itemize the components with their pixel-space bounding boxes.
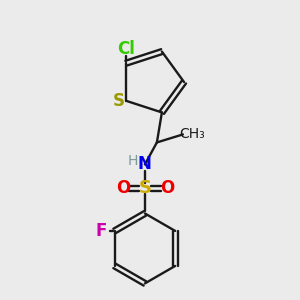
Text: N: N: [138, 155, 152, 173]
Text: S: S: [113, 92, 125, 110]
Text: S: S: [138, 179, 152, 197]
Text: O: O: [116, 179, 130, 197]
Text: CH₃: CH₃: [179, 128, 205, 141]
Text: H: H: [128, 154, 138, 168]
Text: O: O: [160, 179, 174, 197]
Text: Cl: Cl: [117, 40, 135, 58]
Text: F: F: [96, 222, 107, 240]
